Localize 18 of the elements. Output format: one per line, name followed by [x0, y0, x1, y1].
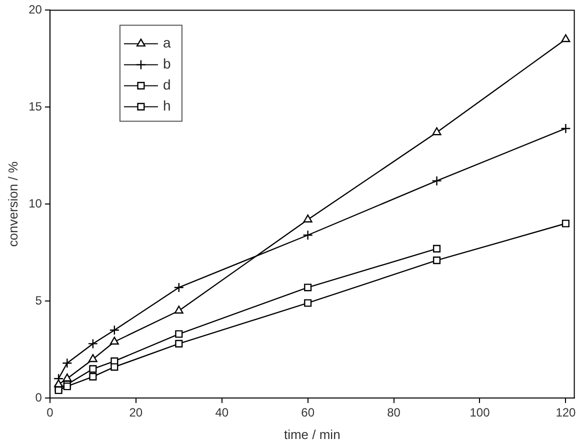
- x-axis-title: time / min: [284, 426, 340, 442]
- y-tick-label: 20: [28, 2, 42, 17]
- x-tick-label: 20: [129, 406, 143, 420]
- x-tick-label: 120: [556, 406, 576, 420]
- y-tick-label: 10: [28, 196, 42, 210]
- x-tick-label: 60: [301, 406, 315, 420]
- x-tick-label: 40: [215, 406, 229, 420]
- y-tick-label: 0: [35, 390, 42, 404]
- legend-label: d: [162, 76, 171, 93]
- legend-label: h: [162, 98, 171, 114]
- legend-label: b: [162, 56, 171, 72]
- legend-label: a: [162, 34, 171, 51]
- y-tick-label: 15: [28, 99, 42, 114]
- x-tick-label: 0: [46, 406, 54, 420]
- x-tick-label: 100: [470, 406, 490, 420]
- y-tick-label: 5: [35, 293, 42, 308]
- y-axis-title: conversion / %: [5, 161, 20, 247]
- x-tick-label: 80: [387, 406, 401, 420]
